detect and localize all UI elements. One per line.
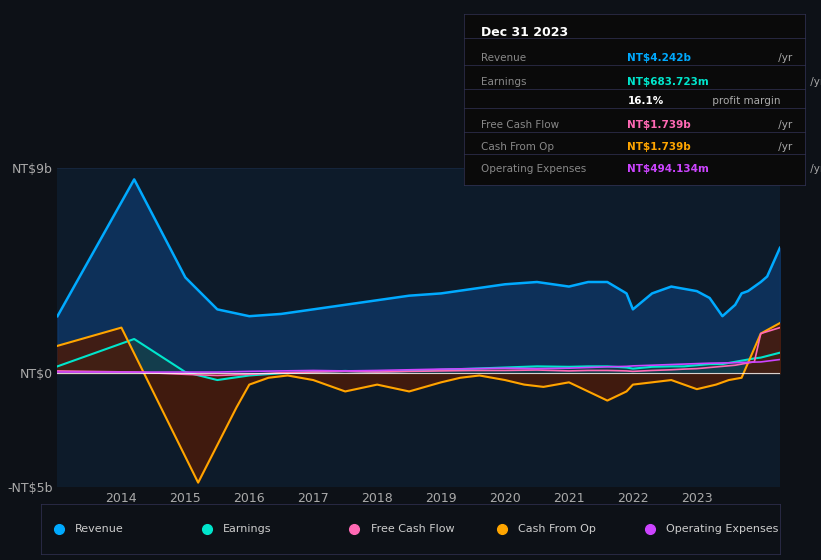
Text: /yr: /yr — [774, 53, 791, 63]
Text: /yr: /yr — [774, 120, 791, 130]
Text: Cash From Op: Cash From Op — [518, 524, 596, 534]
Text: NT$494.134m: NT$494.134m — [627, 164, 709, 174]
Text: /yr: /yr — [807, 77, 821, 87]
Text: Free Cash Flow: Free Cash Flow — [481, 120, 559, 130]
Text: /yr: /yr — [774, 142, 791, 152]
Text: Earnings: Earnings — [481, 77, 526, 87]
Text: profit margin: profit margin — [709, 96, 781, 106]
Text: /yr: /yr — [807, 164, 821, 174]
Text: Operating Expenses: Operating Expenses — [481, 164, 586, 174]
Text: NT$1.739b: NT$1.739b — [627, 142, 691, 152]
Text: NT$4.242b: NT$4.242b — [627, 53, 691, 63]
Text: Free Cash Flow: Free Cash Flow — [370, 524, 454, 534]
Text: Cash From Op: Cash From Op — [481, 142, 554, 152]
Text: Dec 31 2023: Dec 31 2023 — [481, 26, 568, 39]
Text: Revenue: Revenue — [75, 524, 124, 534]
Text: Revenue: Revenue — [481, 53, 526, 63]
Text: NT$1.739b: NT$1.739b — [627, 120, 691, 130]
Text: Earnings: Earnings — [222, 524, 271, 534]
Text: 16.1%: 16.1% — [627, 96, 663, 106]
Text: Operating Expenses: Operating Expenses — [666, 524, 778, 534]
Text: NT$683.723m: NT$683.723m — [627, 77, 709, 87]
